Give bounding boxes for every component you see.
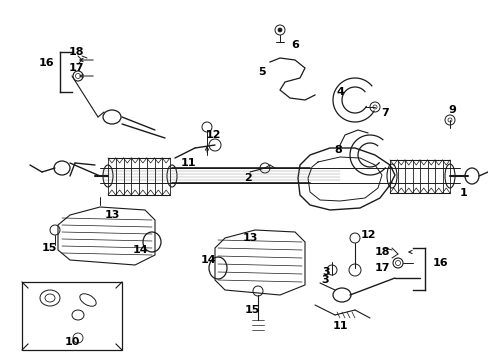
Text: 18: 18 [373,247,389,257]
Text: 3: 3 [321,275,328,285]
Bar [22,282,122,350]
Text: 11: 11 [331,321,347,331]
Text: 10: 10 [64,337,80,347]
Text: 3: 3 [322,267,329,277]
Text: 4: 4 [335,87,343,97]
Text: 13: 13 [242,233,257,243]
Circle shape [348,264,360,276]
Text: 2: 2 [244,173,251,183]
Text: 11: 11 [180,158,195,168]
Circle shape [278,28,282,32]
Text: 13: 13 [104,210,120,220]
Circle shape [274,25,285,35]
Text: 17: 17 [373,263,389,273]
Text: 16: 16 [38,58,54,68]
Text: 14: 14 [200,255,215,265]
Text: 18: 18 [68,47,83,57]
Text: 15: 15 [41,243,57,253]
Text: 12: 12 [360,230,375,240]
Text: 12: 12 [205,130,220,140]
Text: 17: 17 [68,63,83,73]
Text: 9: 9 [447,105,455,115]
Text: 8: 8 [333,145,341,155]
Text: 14: 14 [132,245,147,255]
Text: 1: 1 [459,188,467,198]
Text: 15: 15 [244,305,259,315]
Text: 16: 16 [431,258,447,268]
Text: 7: 7 [380,108,388,118]
Text: 5: 5 [258,67,265,77]
Text: 6: 6 [290,40,298,50]
